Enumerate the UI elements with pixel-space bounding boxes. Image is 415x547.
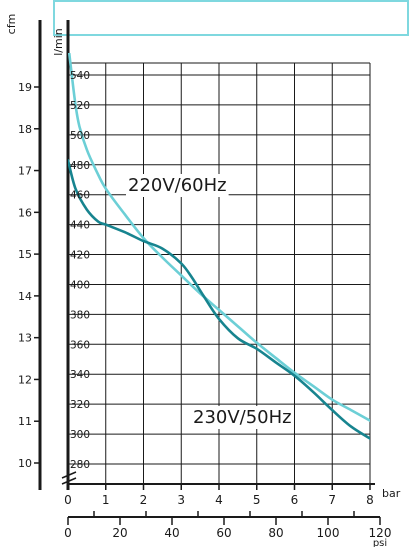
series-layer bbox=[68, 53, 370, 440]
psi-tick-label: 80 bbox=[268, 526, 283, 540]
bar-tick-label: 1 bbox=[102, 493, 110, 507]
psi-tick-label: 120 bbox=[369, 526, 392, 540]
lmin-tick-label: 420 bbox=[70, 250, 90, 262]
psi-tick-label: 20 bbox=[112, 526, 127, 540]
psi-tick-label: 60 bbox=[216, 526, 231, 540]
lmin-tick-label: 340 bbox=[70, 369, 90, 381]
series-label-220v-60hz: 220V/60Hz bbox=[128, 175, 227, 196]
cfm-tick-label: 12 bbox=[18, 373, 32, 386]
bar-tick-label: 3 bbox=[177, 493, 185, 507]
cfm-tick-label: 13 bbox=[18, 332, 32, 345]
cfm-tick-label: 10 bbox=[18, 457, 32, 470]
psi-tick-label: 100 bbox=[317, 526, 340, 540]
cfm-tick-label: 19 bbox=[18, 81, 32, 94]
bar-tick-label: 5 bbox=[253, 493, 261, 507]
lmin-tick-label: 300 bbox=[70, 429, 90, 441]
lmin-tick-label: 360 bbox=[70, 339, 90, 351]
lmin-tick-label: 500 bbox=[70, 130, 90, 142]
psi-axis-label: psi bbox=[373, 538, 387, 547]
cfm-tick-label: 16 bbox=[18, 206, 32, 219]
cfm-tick-label: 17 bbox=[18, 165, 32, 178]
lmin-tick-label: 400 bbox=[70, 279, 90, 291]
lmin-tick-label: 460 bbox=[70, 190, 90, 202]
bar-tick-label: 0 bbox=[64, 493, 72, 507]
bar-tick-label: 8 bbox=[366, 493, 374, 507]
series-label-background bbox=[191, 406, 294, 429]
series-label-background bbox=[126, 174, 229, 197]
lmin-tick-label: 480 bbox=[70, 160, 90, 172]
axis-break-mark bbox=[61, 471, 77, 479]
cfm-tick-label: 11 bbox=[18, 415, 32, 428]
bar-axis-label: bar bbox=[382, 487, 401, 500]
lmin-tick-label: 280 bbox=[70, 459, 90, 471]
cfm-tick-label: 14 bbox=[18, 290, 32, 303]
lmin-tick-label: 440 bbox=[70, 220, 90, 232]
bar-tick-label: 7 bbox=[328, 493, 336, 507]
axes bbox=[34, 20, 381, 525]
psi-tick-label: 40 bbox=[164, 526, 179, 540]
psi-tick-label: 0 bbox=[64, 526, 72, 540]
cfm-axis-label: cfm bbox=[5, 14, 18, 35]
lmin-tick-label: 380 bbox=[70, 309, 90, 321]
axis-break-mark bbox=[61, 477, 77, 485]
lmin-tick-label: 520 bbox=[70, 100, 90, 112]
bar-tick-label: 2 bbox=[140, 493, 148, 507]
series-line-230v-50hz bbox=[68, 159, 370, 440]
lmin-tick-label: 540 bbox=[70, 70, 90, 82]
bar-tick-label: 6 bbox=[291, 493, 299, 507]
labels: 1011121314151617181928030032034036038040… bbox=[5, 14, 401, 547]
lmin-tick-label: 320 bbox=[70, 399, 90, 411]
series-line-220v-60hz bbox=[68, 53, 370, 422]
header-frame bbox=[53, 0, 409, 36]
grid bbox=[67, 62, 371, 484]
series-label-230v-50hz: 230V/50Hz bbox=[193, 407, 292, 428]
cfm-tick-label: 18 bbox=[18, 123, 32, 136]
bar-tick-label: 4 bbox=[215, 493, 223, 507]
cfm-tick-label: 15 bbox=[18, 248, 32, 261]
lmin-axis-label: l/min bbox=[52, 28, 65, 56]
